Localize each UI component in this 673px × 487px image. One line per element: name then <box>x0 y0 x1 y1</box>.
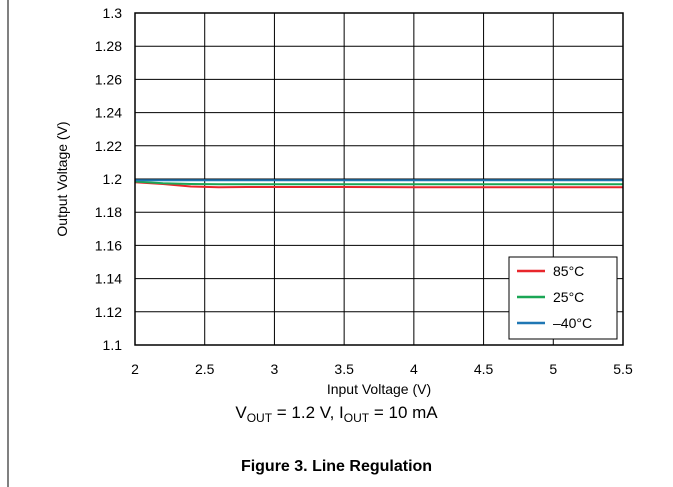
y-tick-label: 1.22 <box>95 138 122 154</box>
legend-label: 25°C <box>553 289 584 305</box>
vout-value: = 1.2 V, <box>272 403 340 422</box>
series-line <box>134 180 623 186</box>
y-tick-label: 1.28 <box>95 38 122 54</box>
x-tick-label: 4.5 <box>474 361 494 377</box>
test-conditions: VOUT = 1.2 V, IOUT = 10 mA <box>0 403 673 425</box>
y-tick-label: 1.24 <box>95 105 122 121</box>
x-axis-title: Input Voltage (V) <box>327 381 431 397</box>
iout-subscript: OUT <box>343 411 370 425</box>
y-tick-label: 1.16 <box>95 237 122 253</box>
series-lines <box>134 179 623 189</box>
y-tick-label: 1.1 <box>103 337 123 353</box>
figure-caption: Figure 3. Line Regulation <box>240 458 433 475</box>
grid-lines <box>134 12 624 346</box>
x-tick-label: 5.5 <box>613 361 633 377</box>
x-tick-label: 2.5 <box>195 361 215 377</box>
vout-subscript: OUT <box>246 411 273 425</box>
vout-symbol: V <box>235 403 247 422</box>
legend-label: –40°C <box>553 315 592 331</box>
legend-label: 85°C <box>553 263 584 279</box>
y-tick-label: 1.18 <box>95 204 122 220</box>
y-axis-title: Output Voltage (V) <box>54 121 70 236</box>
y-tick-label: 1.2 <box>103 171 123 187</box>
legend: 85°C 25°C –40°C <box>508 256 618 340</box>
plot-frame <box>134 12 624 346</box>
iout-symbol: I <box>339 403 344 422</box>
series-line <box>134 181 623 189</box>
tick-labels: 2 2.5 3 3.5 4 4.5 5 5.5 1.1 1.12 1.14 1.16 1.18 1.2 1.… <box>95 5 633 377</box>
x-tick-label: 3.5 <box>334 361 354 377</box>
iout-value: = 10 mA <box>369 403 438 422</box>
x-tick-label: 4 <box>410 361 418 377</box>
x-tick-label: 3 <box>271 361 279 377</box>
y-tick-label: 1.12 <box>95 304 122 320</box>
x-tick-label: 2 <box>131 361 139 377</box>
y-tick-label: 1.26 <box>95 71 122 87</box>
x-tick-label: 5 <box>549 361 557 377</box>
y-tick-label: 1.14 <box>95 271 122 287</box>
y-tick-label: 1.3 <box>103 5 123 21</box>
